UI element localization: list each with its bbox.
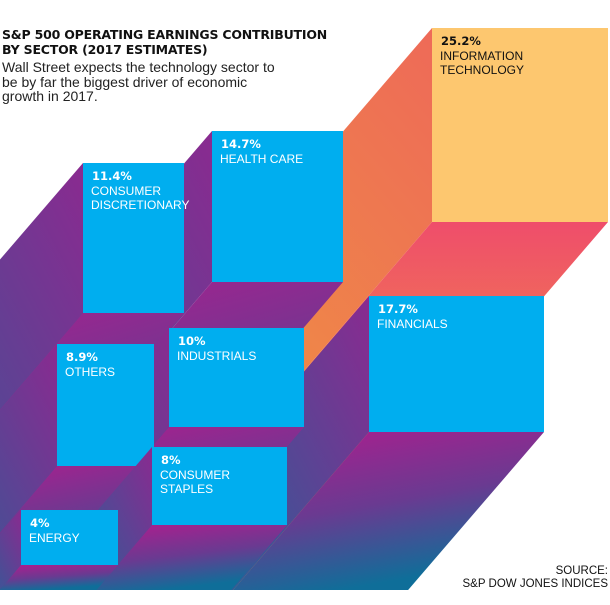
consumer-staples-block — [152, 447, 287, 525]
energy-value-label: 4% — [30, 516, 50, 530]
source-note: SOURCE: S&P DOW JONES INDICES — [463, 565, 608, 591]
financials-block — [369, 296, 544, 432]
chart-subtitle: Wall Street expects the technology secto… — [2, 59, 275, 104]
energy-side-face — [0, 510, 21, 590]
consumer-staples-name-label: STAPLES — [160, 482, 213, 496]
energy-block — [21, 510, 118, 565]
consumer-discretionary-name-label: DISCRETIONARY — [91, 198, 189, 212]
health-care-name-label: HEALTH CARE — [220, 152, 303, 166]
others-block — [57, 344, 154, 466]
consumer-staples-bottom-face — [96, 525, 287, 590]
chart-title: S&P 500 OPERATING EARNINGS CONTRIBUTION … — [2, 27, 328, 57]
source-label: SOURCE: — [555, 565, 608, 577]
information-technology-name-label: TECHNOLOGY — [440, 63, 524, 77]
consumer-staples-value-label: 8% — [161, 453, 181, 467]
consumer-discretionary-name-label: CONSUMER — [91, 184, 161, 198]
others-side-face — [0, 344, 57, 533]
information-technology-block — [432, 28, 608, 222]
industrials-block — [169, 328, 304, 427]
consumer-discretionary-block — [83, 163, 184, 313]
financials-value-label: 17.7% — [378, 302, 418, 316]
consumer-staples-name-label: CONSUMER — [160, 468, 230, 482]
energy-name-label: ENERGY — [29, 531, 80, 545]
others-value-label: 8.9% — [66, 350, 98, 364]
others-name-label: OTHERS — [65, 365, 115, 379]
energy-bottom-face — [0, 565, 118, 590]
health-care-value-label: 14.7% — [221, 137, 261, 151]
information-technology-value-label: 25.2% — [441, 34, 481, 48]
source-name: S&P DOW JONES INDICES — [462, 578, 608, 590]
industrials-value-label: 10% — [178, 334, 206, 348]
consumer-discretionary-value-label: 11.4% — [92, 169, 132, 183]
financials-name-label: FINANCIALS — [377, 317, 448, 331]
financials-bottom-face — [233, 432, 544, 590]
industrials-name-label: INDUSTRIALS — [177, 349, 256, 363]
information-technology-name-label: INFORMATION — [440, 49, 523, 63]
consumer-discretionary-side-face — [0, 163, 83, 410]
health-care-block — [212, 131, 343, 282]
